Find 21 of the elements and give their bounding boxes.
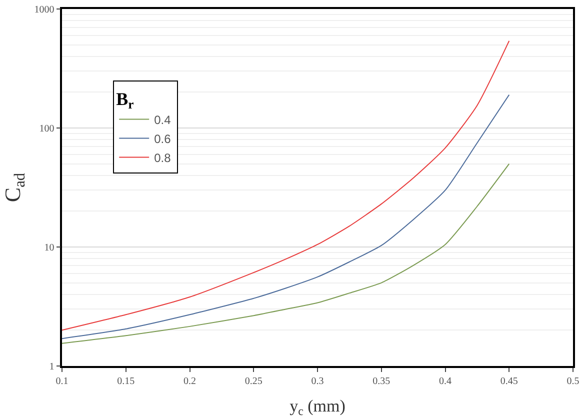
x-tick-label: 0.15: [117, 376, 135, 387]
y-tick-label: 1000: [34, 4, 54, 16]
x-tick-label: 0.35: [372, 376, 390, 387]
x-tick-label: 0.4: [439, 376, 452, 387]
x-tick-label: 0.2: [184, 376, 196, 387]
legend-label: 0.8: [154, 150, 172, 165]
x-axis-title: y$_{c}$ (mm): [290, 396, 346, 418]
line-series: [62, 40, 510, 331]
x-tick-label: 0.25: [244, 376, 262, 387]
x-tick-label: 0.5: [566, 376, 580, 387]
line-series: [62, 94, 510, 340]
x-tick-label: 0.3: [311, 376, 324, 387]
legend-title: B$_{r}$: [116, 88, 134, 112]
legend-label: 0.6: [154, 132, 172, 146]
y-tick-label: 100: [39, 124, 54, 134]
y-tick-label: 1: [49, 362, 54, 372]
x-tick-label: 0.1: [56, 376, 68, 387]
line-series: [62, 163, 510, 344]
legend-label: 0.4: [154, 112, 172, 127]
y-tick-label: 10: [44, 242, 54, 254]
x-tick-label: 0.45: [500, 376, 518, 387]
